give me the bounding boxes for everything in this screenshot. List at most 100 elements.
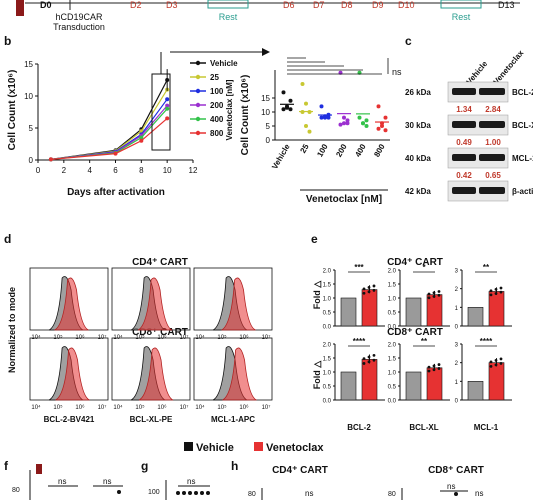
flow-xtick-label: 10⁶ bbox=[157, 334, 167, 341]
timeline-day-d8: D8 bbox=[341, 0, 353, 10]
g-point bbox=[206, 491, 210, 495]
line-chart-ylabel: Cell Count (x10⁶) bbox=[7, 70, 18, 151]
flow-xtick-label: 10⁴ bbox=[195, 334, 205, 341]
timeline-day0: D0 bbox=[40, 0, 52, 10]
dot-plot-ylabel: Cell Count (x10⁶) bbox=[240, 75, 251, 156]
bar-sig-label: *** bbox=[354, 263, 364, 272]
dot-point bbox=[357, 115, 362, 120]
blood-tube bbox=[16, 0, 24, 16]
flow-xtick-label: 10⁵ bbox=[217, 334, 227, 341]
bar-ytick-label: 3 bbox=[455, 269, 459, 275]
line-ytick-label: 5 bbox=[29, 124, 34, 133]
timeline-day-d7: D7 bbox=[313, 0, 325, 10]
line-point bbox=[165, 97, 170, 102]
dot-point bbox=[288, 107, 293, 112]
g-point bbox=[194, 491, 198, 495]
bar-ytick-label: 0.5 bbox=[323, 385, 332, 391]
bar-point bbox=[499, 362, 503, 365]
flow-marker-label: BCL-2-BV421 bbox=[44, 415, 95, 424]
line-xtick-label: 8 bbox=[139, 166, 144, 175]
bar-vehicle bbox=[340, 371, 357, 401]
bar-point bbox=[372, 358, 376, 362]
timeline-day-d3: D3 bbox=[166, 0, 178, 10]
flow-hist-venetoclax bbox=[221, 277, 256, 331]
dot-ytick-label: 15 bbox=[261, 94, 270, 103]
blot-density: 1.00 bbox=[485, 138, 501, 147]
timeline-day-d2: D2 bbox=[130, 0, 142, 10]
bars-cd8-title: CD8⁺ CART bbox=[387, 327, 443, 338]
bar-sig-label: ** bbox=[421, 337, 428, 346]
blot-membrane bbox=[447, 81, 509, 103]
line-xtick-label: 2 bbox=[62, 166, 67, 175]
line-xtick-label: 4 bbox=[87, 166, 92, 175]
dot-point bbox=[383, 115, 388, 120]
g-ytick: 100 bbox=[148, 489, 160, 496]
timeline-day-d13: D13 bbox=[498, 0, 515, 10]
panel-label-c: c bbox=[405, 34, 412, 48]
flow-xtick-label: 10⁵ bbox=[53, 404, 63, 411]
dot-point bbox=[380, 124, 384, 128]
line-chart-legend: Vehicle 25 100 200 400 800 bbox=[190, 59, 238, 138]
ns-brackets bbox=[287, 57, 389, 75]
flow-hist-venetoclax bbox=[55, 347, 90, 401]
dot-xtick-label: 25 bbox=[298, 142, 311, 155]
flow-xtick-label: 10⁴ bbox=[31, 334, 41, 341]
flow-hist-venetoclax bbox=[54, 277, 89, 331]
bar-point bbox=[489, 293, 493, 297]
blot-label: BCL-2 bbox=[512, 88, 533, 97]
dot-ytick-label: 5 bbox=[266, 122, 271, 131]
dot-point bbox=[376, 104, 381, 109]
bar-point bbox=[372, 353, 376, 357]
dot-point bbox=[281, 90, 286, 95]
dot-point bbox=[281, 107, 286, 112]
flow-xtick-label: 10⁷ bbox=[180, 404, 189, 411]
bar-sig-label: * bbox=[422, 263, 426, 272]
bar-ytick-label: 2.0 bbox=[388, 269, 397, 275]
blot-band bbox=[452, 154, 476, 161]
bar-point bbox=[489, 365, 493, 368]
bar-ytick-label: 0 bbox=[455, 325, 459, 331]
bar-point bbox=[494, 363, 498, 367]
legend-marker bbox=[195, 102, 201, 108]
bar-category-label: BCL-XL bbox=[409, 423, 438, 432]
timeline-day-d10: D10 bbox=[398, 0, 415, 10]
bar-point bbox=[489, 289, 493, 293]
blot-density: 0.42 bbox=[456, 171, 472, 180]
blot-band bbox=[479, 88, 505, 95]
bar-ytick-label: 1.0 bbox=[323, 371, 332, 377]
flow-xtick-label: 10⁷ bbox=[262, 404, 271, 411]
dot-point bbox=[342, 115, 346, 120]
h-cd8-ns-1: ns bbox=[447, 482, 455, 491]
flow-hist-venetoclax bbox=[137, 277, 173, 331]
blot-density: 0.49 bbox=[456, 138, 472, 147]
dot-point bbox=[376, 126, 381, 131]
dot-point bbox=[285, 105, 289, 110]
line-point bbox=[48, 157, 53, 162]
bar-vehicle bbox=[405, 371, 422, 401]
line-xtick-label: 10 bbox=[163, 166, 172, 175]
timeline: D0 hCD19CAR Transduction D2 D3 Rest D6 D… bbox=[16, 0, 520, 32]
f-ns-1: ns bbox=[58, 477, 66, 486]
legend-swatch-venetoclax bbox=[254, 442, 263, 451]
dot-plot-yticks: 0 5 10 15 bbox=[261, 94, 275, 145]
line-ytick-label: 15 bbox=[24, 60, 33, 69]
bar-ytick-label: 0.0 bbox=[323, 325, 332, 331]
dot-point bbox=[345, 118, 350, 123]
flow-xtick-label: 10⁵ bbox=[53, 334, 63, 341]
flow-xtick-label: 10⁶ bbox=[75, 334, 85, 341]
flow-xtick-label: 10⁶ bbox=[75, 404, 85, 411]
bar-sig-label: **** bbox=[480, 337, 493, 346]
blot-band bbox=[479, 121, 505, 128]
legend-label: 200 bbox=[210, 101, 224, 110]
flow-xtick-label: 10⁷ bbox=[98, 404, 107, 411]
bar-point bbox=[437, 363, 441, 366]
dot-point bbox=[304, 124, 308, 128]
bar-point bbox=[432, 368, 436, 372]
bar-category-label: BCL-2 bbox=[347, 423, 371, 432]
bar-ytick-label: 2.0 bbox=[323, 343, 332, 349]
blot-band bbox=[479, 187, 505, 194]
legend-vehicle: Vehicle bbox=[196, 442, 234, 454]
dot-plot-xlabel: Venetoclax [nM] bbox=[306, 194, 382, 205]
f-point bbox=[117, 490, 121, 494]
dot-plot: Cell Count (x10⁶) Venetoclax [nM] 0 5 10 15… bbox=[225, 57, 402, 205]
